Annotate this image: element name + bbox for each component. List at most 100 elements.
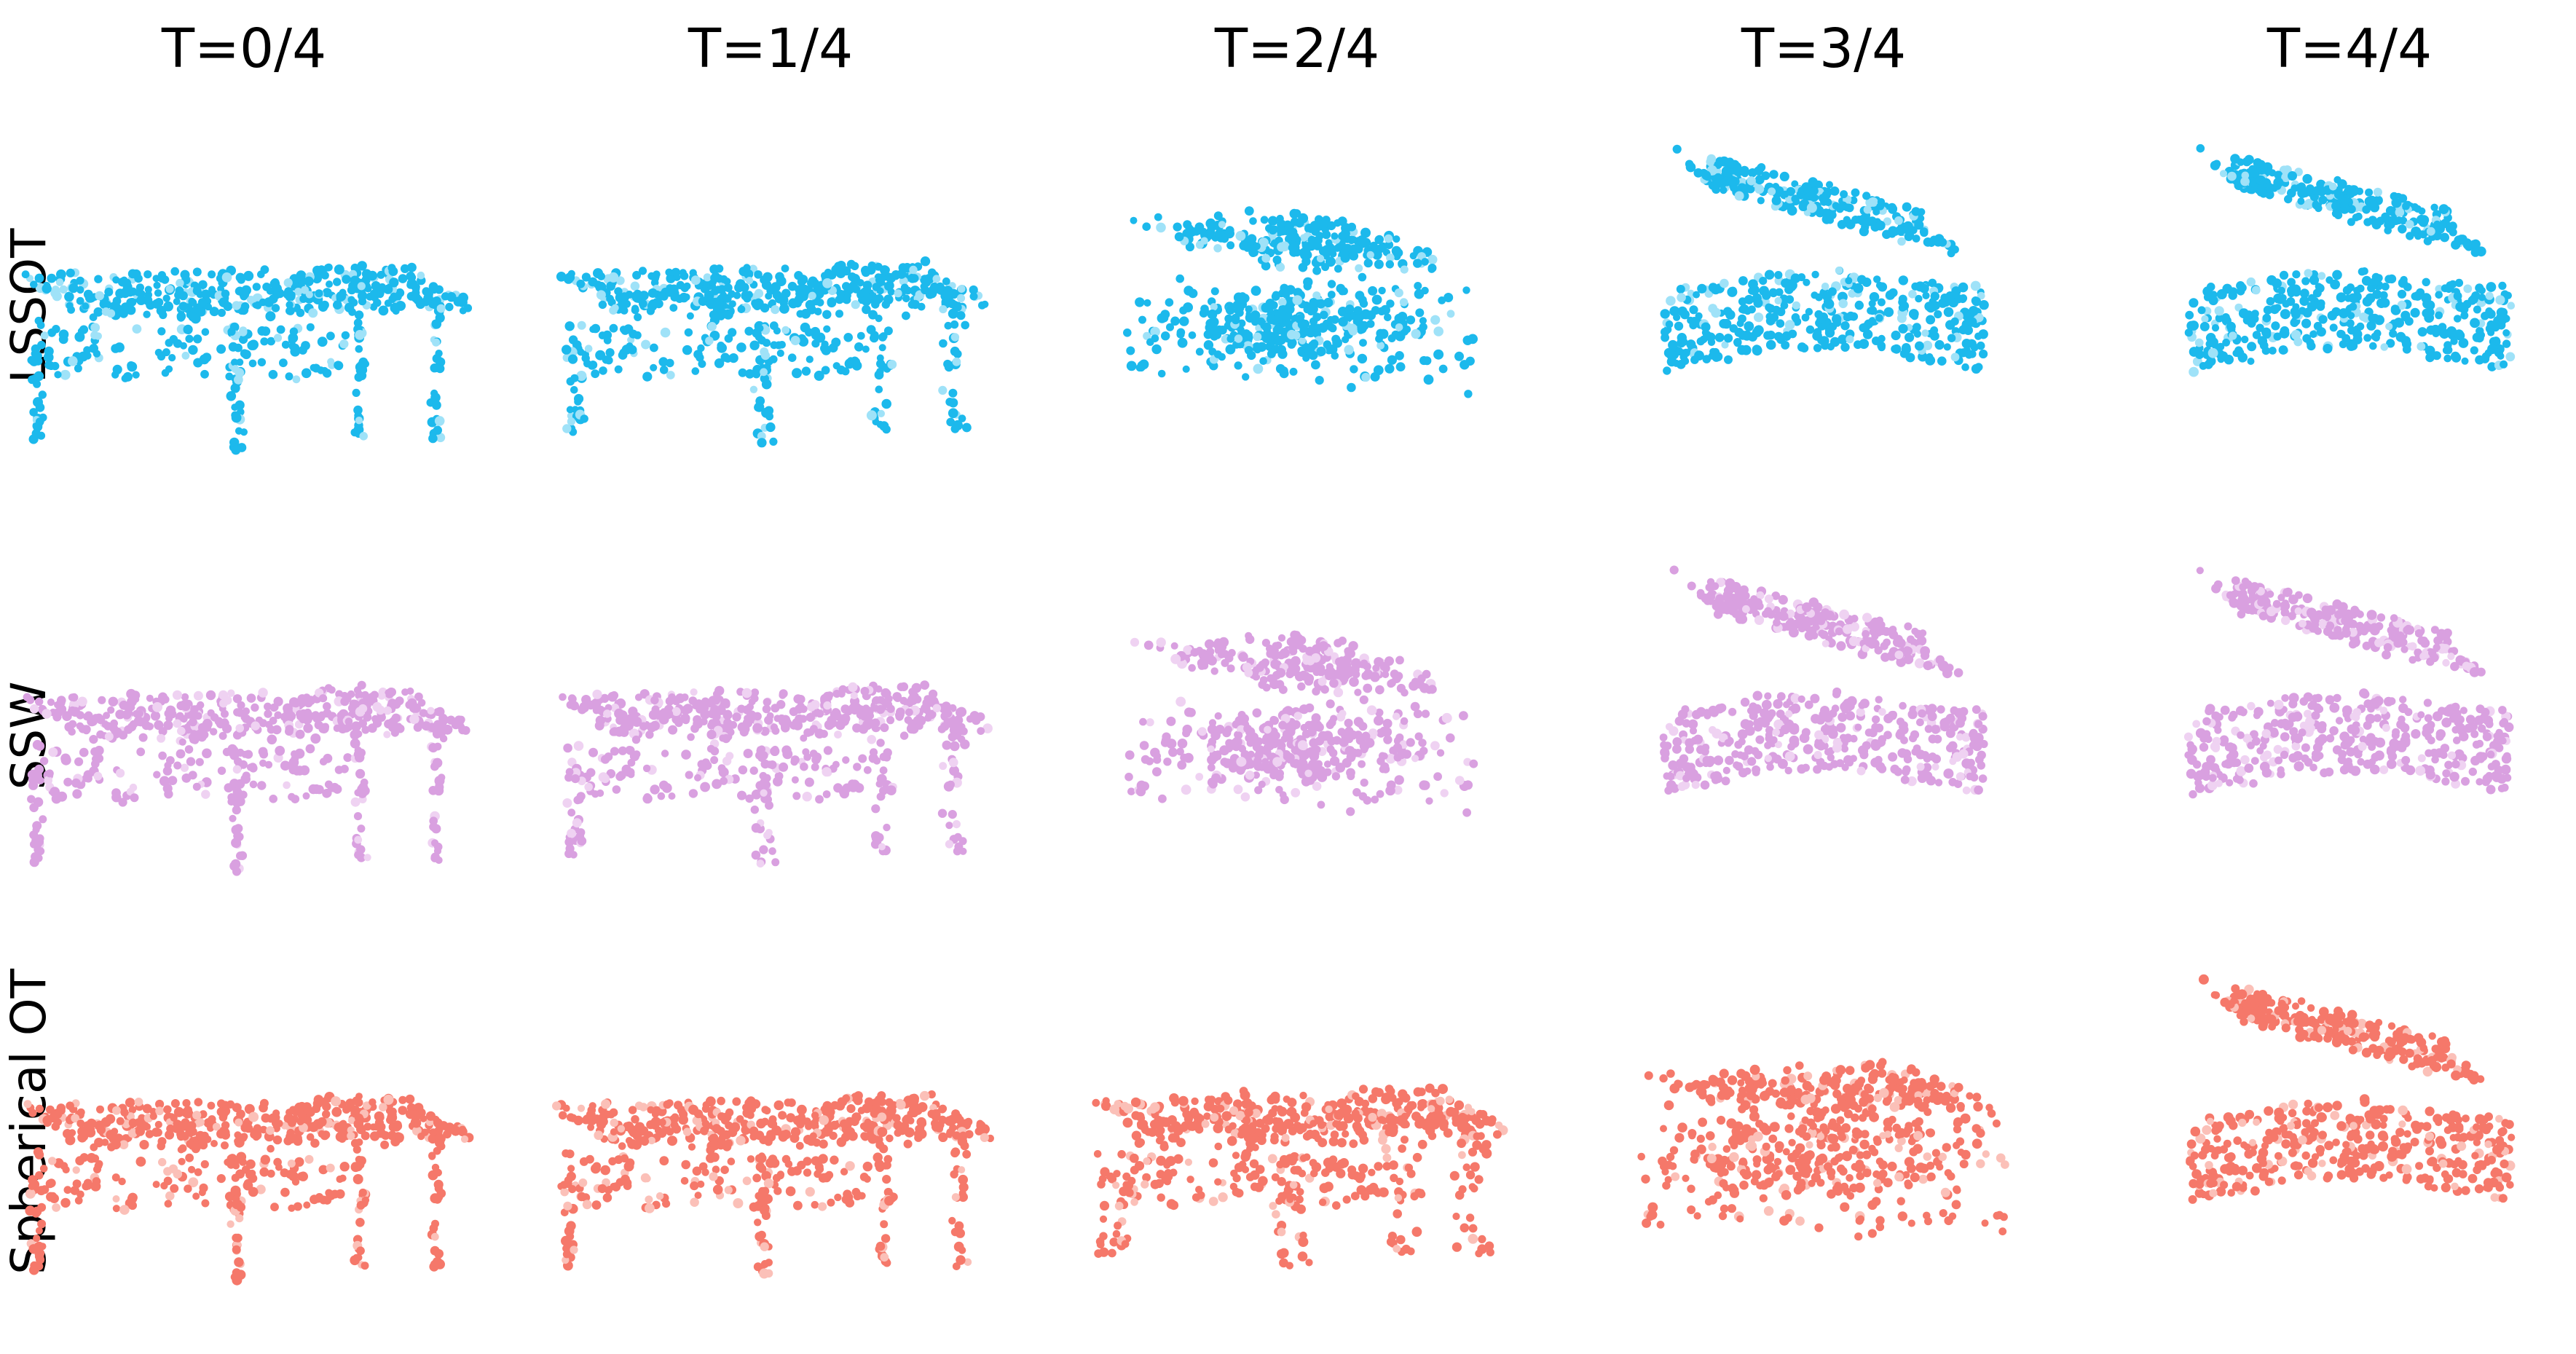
cloud-point (352, 388, 361, 398)
cloud-point (1177, 760, 1187, 770)
cloud-point (422, 287, 430, 295)
cloud-point (377, 270, 385, 279)
cloud-point (1421, 286, 1429, 295)
cloud-point (808, 291, 816, 300)
cloud-point (1829, 336, 1840, 347)
cloud-point (1775, 288, 1784, 296)
cloud-point (2363, 334, 2372, 342)
cloud-point (880, 723, 889, 733)
cloud-point (765, 422, 776, 433)
cloud-point (1295, 314, 1304, 323)
cloud-point (722, 309, 733, 320)
cloud-point (154, 720, 164, 731)
cloud-point (1343, 672, 1351, 680)
cloud-point (1285, 304, 1295, 315)
cloud-point (1808, 177, 1818, 187)
cloud-point (577, 836, 587, 846)
cloud-point (953, 847, 962, 856)
cloud-point (1288, 338, 1297, 347)
cloud-point (1938, 237, 1947, 247)
cloud-point (2435, 285, 2443, 294)
cloud-point (229, 779, 240, 789)
cloud-point (274, 711, 283, 720)
cloud-point (1315, 232, 1323, 240)
cloud-point (2487, 328, 2495, 336)
cloud-point (298, 345, 307, 355)
cloud-point (1276, 214, 1284, 223)
cloud-point (163, 720, 173, 731)
cloud-point (28, 780, 39, 790)
cloud-point (42, 283, 52, 294)
cloud-point (76, 722, 84, 730)
cloud-point (84, 292, 95, 303)
cloud-point (1385, 260, 1395, 269)
cloud-point (580, 414, 588, 423)
cloud-point (800, 309, 811, 319)
cloud-point (1878, 282, 1888, 292)
cloud-point (1454, 351, 1464, 361)
cloud-point (1307, 235, 1316, 244)
cloud-point (643, 793, 652, 801)
cloud-point (48, 747, 58, 757)
cloud-point (358, 704, 368, 713)
cloud-point (760, 275, 768, 285)
cloud-point (173, 761, 182, 770)
cloud-point (1143, 299, 1151, 307)
cloud-point (1854, 340, 1862, 350)
cloud-point (1384, 656, 1394, 666)
cloud-point (2317, 272, 2326, 280)
cloud-point (1713, 352, 1723, 362)
cloud-point (853, 763, 862, 771)
cloud-point (1669, 306, 1680, 317)
cloud-point (1883, 307, 1894, 318)
cloud-point (1922, 291, 1930, 299)
cloud-point (1433, 349, 1444, 360)
cloud-point (1797, 342, 1807, 352)
cloud-point (1280, 648, 1290, 658)
cloud-point (1371, 294, 1382, 305)
cloud-point (1891, 330, 1901, 341)
cloud-point (866, 325, 876, 334)
cloud-point (339, 339, 349, 349)
cloud-point (1937, 356, 1947, 366)
cloud-point (2269, 347, 2277, 355)
cloud-point (283, 781, 291, 790)
cloud-point (292, 375, 301, 384)
cloud-point (1219, 745, 1229, 756)
cloud-point (589, 748, 597, 757)
cloud-point (234, 375, 243, 385)
cloud-point (771, 727, 780, 735)
cloud-point (119, 700, 129, 710)
cloud-point (326, 331, 335, 341)
cloud-point (2227, 171, 2237, 181)
cloud-point (905, 708, 913, 717)
cloud-point (2279, 294, 2287, 302)
cloud-point (1814, 310, 1823, 319)
cloud-point (1318, 641, 1328, 651)
cloud-point (1666, 350, 1677, 361)
cloud-point (90, 331, 99, 339)
cloud-point (427, 706, 435, 715)
cloud-point (2323, 344, 2333, 354)
cloud-point (675, 294, 684, 304)
cloud-point (271, 704, 279, 712)
cloud-point (769, 437, 778, 446)
cloud-point (650, 343, 658, 353)
cloud-point (1768, 187, 1776, 196)
cloud-point (1930, 291, 1939, 301)
cloud-point (279, 358, 288, 368)
cloud-point (822, 310, 832, 319)
cloud-point (1126, 361, 1137, 371)
cloud-point (1218, 221, 1226, 229)
cloud-point (1862, 329, 1873, 339)
cloud-point (1446, 733, 1455, 743)
cloud-point (1737, 345, 1747, 355)
cloud-point (387, 264, 396, 272)
cloud-point (2460, 311, 2469, 320)
cloud-point (310, 733, 321, 744)
cloud-point (1342, 336, 1350, 344)
cloud-point (773, 715, 781, 723)
cloud-point (1912, 235, 1921, 243)
cloud-point (458, 292, 468, 303)
cloud-point (1413, 259, 1422, 268)
